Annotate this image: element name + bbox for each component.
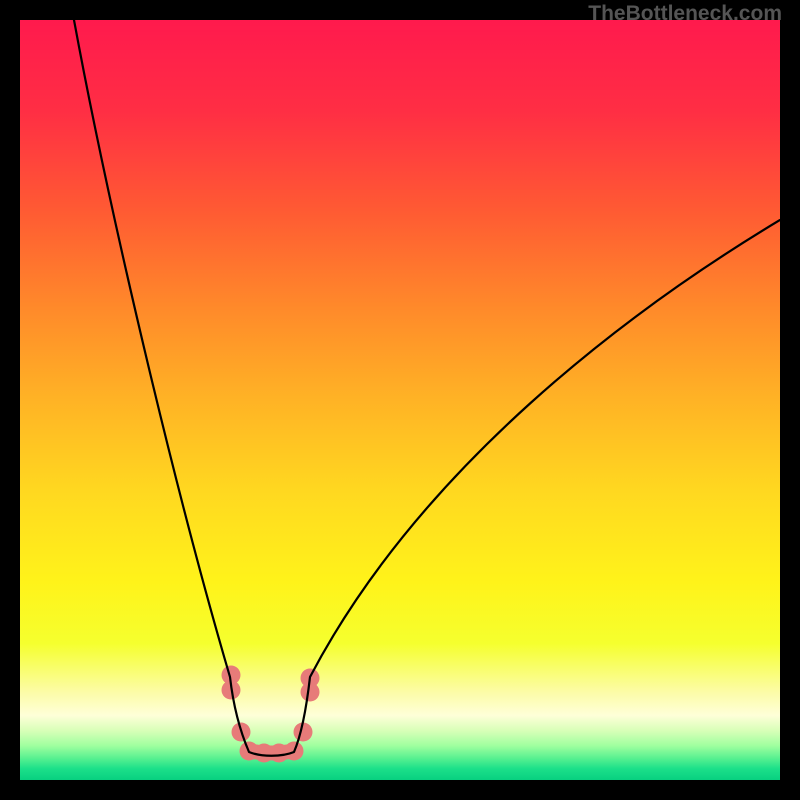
bottleneck-chart-svg [20,20,780,780]
outer-black-frame: TheBottleneck.com [0,0,800,800]
plot-area [20,20,780,780]
gradient-background [20,20,780,780]
watermark-text: TheBottleneck.com [588,2,782,26]
